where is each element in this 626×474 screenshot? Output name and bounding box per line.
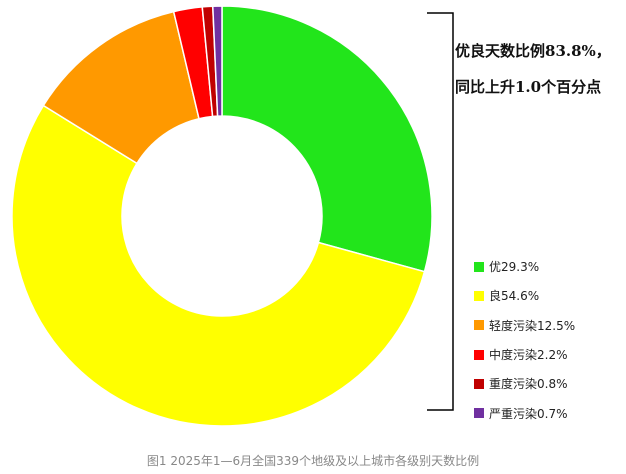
- legend-label: 优29.3%: [489, 260, 540, 275]
- legend-item: 中度污染2.2%: [474, 340, 575, 369]
- legend: 优29.3% 良54.6% 轻度污染12.5% 中度污染2.2% 重度污染0.8…: [474, 252, 575, 428]
- donut-slice-6: [211, 5, 223, 117]
- figure-caption: 图1 2025年1—6月全国339个地级及以上城市各级别天数比例: [146, 454, 480, 468]
- legend-item: 轻度污染12.5%: [474, 311, 575, 340]
- legend-item: 重度污染0.8%: [474, 369, 575, 398]
- legend-label: 轻度污染12.5%: [489, 318, 576, 333]
- legend-swatch: [474, 349, 484, 360]
- legend-label: 严重污染0.7%: [489, 406, 568, 421]
- legend-item: 良54.6%: [474, 281, 575, 310]
- legend-swatch: [474, 320, 484, 331]
- donut-slice-1: [221, 5, 433, 273]
- legend-label: 重度污染0.8%: [489, 377, 568, 392]
- legend-swatch: [474, 290, 484, 301]
- legend-swatch: [474, 261, 484, 272]
- annotation-line-1: 优良天数比例83.8%，: [455, 42, 611, 60]
- annotation-line-2: 同比上升1.0个百分点: [455, 78, 602, 96]
- legend-item: 严重污染0.7%: [474, 398, 575, 427]
- legend-label: 良54.6%: [489, 289, 540, 304]
- donut-slice-2: [11, 104, 426, 427]
- legend-label: 中度污染2.2%: [489, 348, 568, 363]
- annotation-bracket: [427, 12, 454, 411]
- legend-item: 优29.3%: [474, 252, 575, 281]
- legend-swatch: [474, 378, 484, 389]
- legend-swatch: [474, 408, 484, 419]
